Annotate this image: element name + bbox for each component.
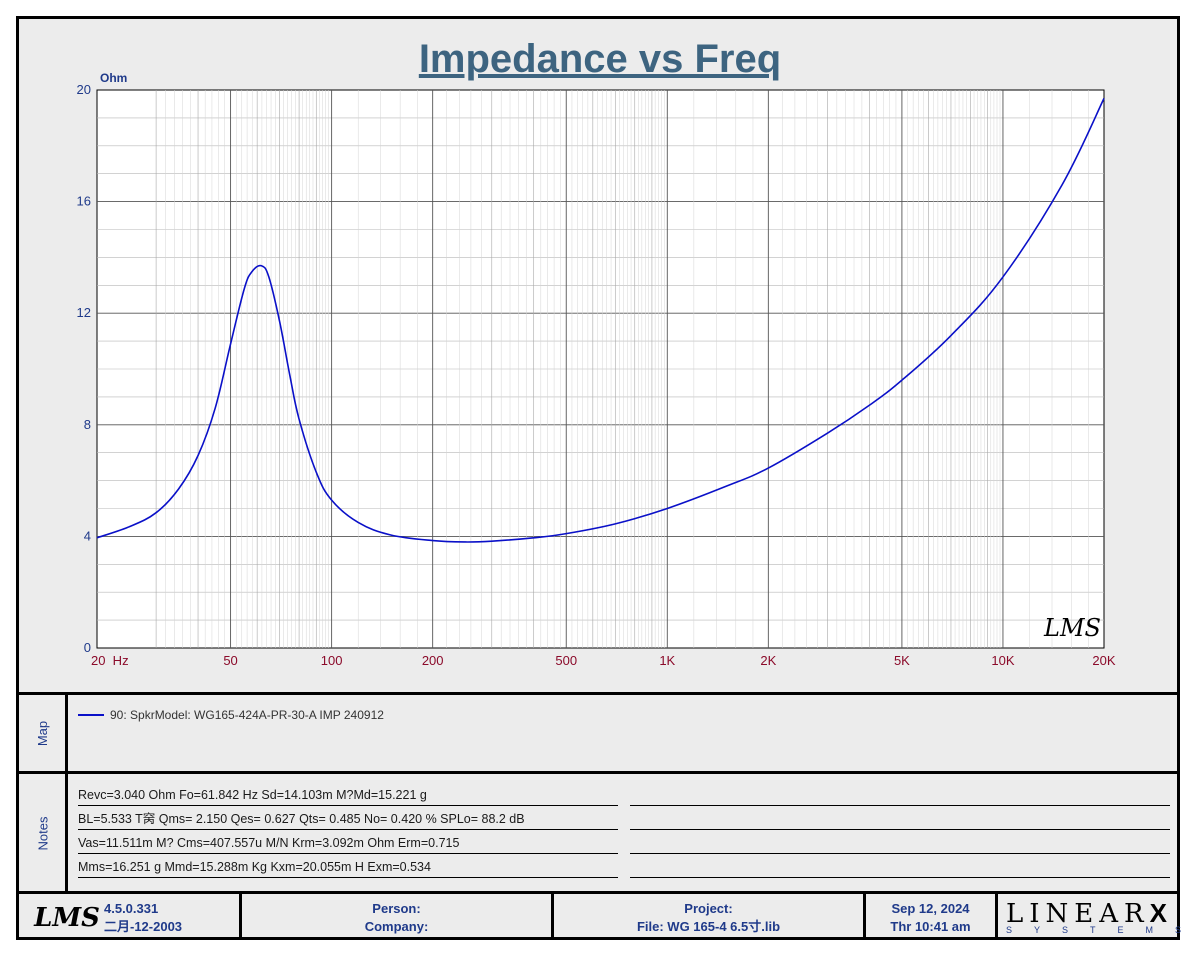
separator-notes-footer (16, 891, 1180, 894)
y-tick-label: 0 (84, 640, 91, 655)
note-line-2: BL=5.533 T窉 Qms= 2.150 Qes= 0.627 Qts= 0… (78, 808, 618, 830)
x-tick-labels: 20 Hz 50 100 200 500 1K 2K 5K 10K 20K (91, 653, 1116, 668)
note-line-blank-3 (630, 832, 1170, 854)
map-section-label: Map (34, 720, 50, 746)
x-tick-label: 20K (1092, 653, 1115, 668)
footer-divider-1 (239, 894, 242, 940)
note-line-blank-1 (630, 784, 1170, 806)
y-tick-label: 12 (77, 305, 91, 320)
footer-date-block: Sep 12, 2024 Thr 10:41 am (866, 896, 995, 939)
footer-project-block: Project: File: WG 165-4 6.5寸.lib (554, 896, 863, 939)
footer-divider-4 (995, 894, 998, 940)
file-label: File: WG 165-4 6.5寸.lib (636, 918, 781, 934)
x-tick-label: 10K (991, 653, 1014, 668)
legend-line-swatch (78, 714, 104, 716)
x-tick-label: 2K (760, 653, 776, 668)
lms-watermark: LMS (1043, 614, 1101, 642)
x-tick-label: 500 (555, 653, 577, 668)
footer-lms-logo: LMS (34, 902, 100, 933)
linearx-logo: LINEARX SYSTEMS (1006, 898, 1200, 935)
report-date: Sep 12, 2024 (891, 900, 970, 916)
note-line-1: Revc=3.040 Ohm Fo=61.842 Hz Sd=14.103m M… (78, 784, 618, 806)
grid-lines (97, 90, 1104, 648)
footer-divider-2 (551, 894, 554, 940)
impedance-chart: Impedance vs Freq Ohm 0 4 8 12 16 20 20 Hz 50 1… (77, 37, 1116, 668)
separator-chart-map (16, 692, 1180, 695)
note-line-blank-2 (630, 808, 1170, 830)
note-line-blank-4 (630, 856, 1170, 878)
note-line-4: Mms=16.251 g Mmd=15.288m Kg Kxm=20.055m … (78, 856, 618, 878)
x-tick-label: 1K (659, 653, 675, 668)
project-label: Project: (684, 900, 733, 916)
x-tick-label: 100 (321, 653, 343, 668)
software-build-date: 二月-12-2003 (104, 918, 183, 934)
legend-entry-label: 90: SpkrModel: WG165-424A-PR-30-A IMP 24… (110, 708, 384, 722)
separator-map-notes (16, 771, 1180, 774)
x-tick-label: 50 (223, 653, 237, 668)
chart-title: Impedance vs Freq (419, 37, 781, 81)
y-tick-label: 8 (84, 417, 91, 432)
footer-person-block: Person: Company: (242, 896, 551, 939)
footer-divider-3 (863, 894, 866, 940)
person-label: Person: (372, 900, 421, 916)
y-axis-unit-label: Ohm (100, 71, 127, 85)
note-line-3: Vas=11.511m M? Cms=407.557u M/N Krm=3.09… (78, 832, 618, 854)
report-time: Thr 10:41 am (890, 918, 971, 934)
legend-entry: 90: SpkrModel: WG165-424A-PR-30-A IMP 24… (78, 708, 384, 722)
footer-version-block: 4.5.0.331 二月-12-2003 (104, 896, 234, 939)
impedance-series-line (96, 98, 1105, 543)
x-tick-label: 200 (422, 653, 444, 668)
y-tick-label: 20 (77, 82, 91, 97)
company-label: Company: (364, 918, 429, 934)
side-label-divider (65, 694, 68, 892)
y-tick-label: 16 (77, 194, 91, 209)
x-tick-label: 5K (894, 653, 910, 668)
y-tick-labels: 0 4 8 12 16 20 (77, 82, 91, 655)
software-version: 4.5.0.331 (104, 900, 159, 916)
y-tick-label: 4 (84, 528, 91, 543)
notes-section-label: Notes (35, 816, 50, 850)
x-tick-label: 20 Hz (91, 653, 129, 668)
